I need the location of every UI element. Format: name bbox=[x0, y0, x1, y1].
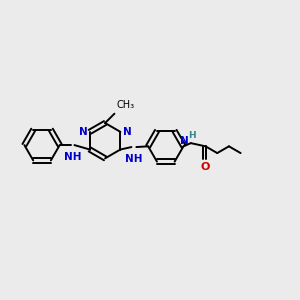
Text: CH₃: CH₃ bbox=[116, 100, 134, 110]
Text: N: N bbox=[79, 127, 87, 137]
Text: NH: NH bbox=[64, 152, 81, 162]
Text: N: N bbox=[180, 136, 189, 146]
Text: N: N bbox=[123, 127, 132, 137]
Text: H: H bbox=[188, 131, 196, 140]
Text: O: O bbox=[201, 162, 210, 172]
Text: NH: NH bbox=[125, 154, 142, 164]
